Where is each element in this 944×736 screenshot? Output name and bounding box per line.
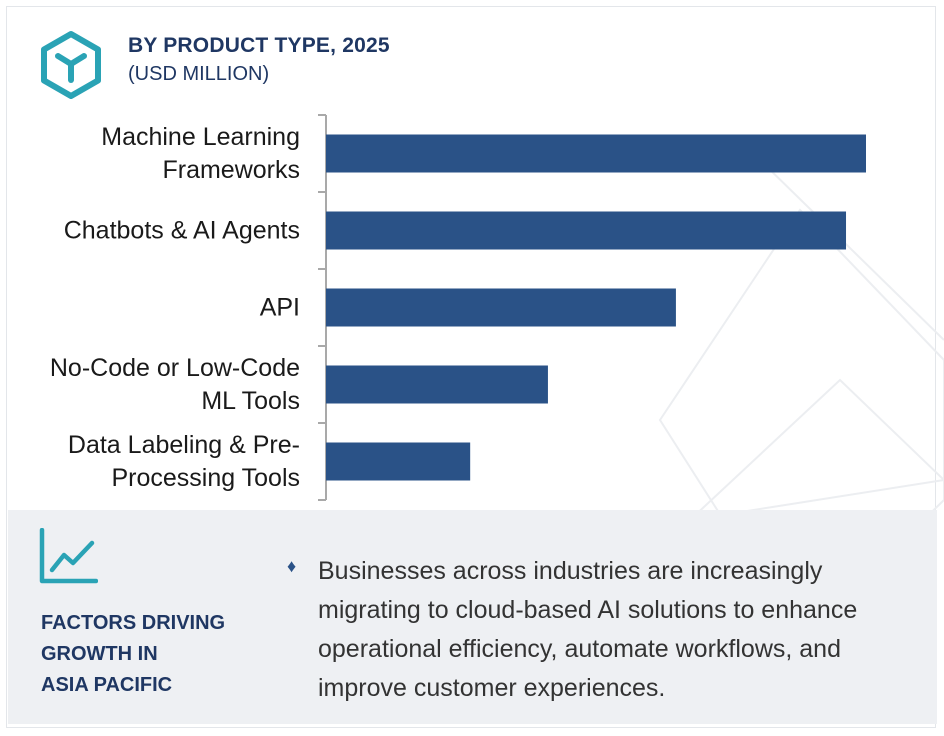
category-label: Processing Tools [111,464,300,492]
bar-chart: Machine Learning Frameworks Chatbots & AI … [50,114,866,501]
category-label: No-Code or Low-Code [50,354,300,382]
category-label: Frameworks [162,156,300,184]
line-chart-growth-icon [38,527,99,586]
bar [326,442,471,481]
category-label: Chatbots & AI Agents [64,217,300,245]
bar [326,365,548,404]
factor-text: Businesses across industries are increas… [318,557,858,702]
chart-title: BY PRODUCT TYPE, 2025 [128,34,390,57]
factors-title-line: FACTORS DRIVING [41,612,226,634]
factors-title-line: GROWTH IN [41,643,158,665]
factors-title-line: ASIA PACIFIC [41,674,173,696]
chart-subtitle: (USD MILLION) [128,63,270,85]
card-frame [6,6,936,728]
diamond-bullet-icon: ♦ [287,556,297,576]
factors-title: FACTORS DRIVING GROWTH IN ASIA PACIFIC [41,608,271,701]
category-label: Data Labeling & Pre- [68,431,300,459]
cube-logo-icon [38,30,104,100]
bar [326,288,676,327]
bar [326,134,866,173]
category-label: Machine Learning [101,123,300,151]
category-label: ML Tools [201,387,300,415]
bar [326,211,847,250]
factors-panel: FACTORS DRIVING GROWTH IN ASIA PACIFIC ♦… [8,510,937,724]
category-label: API [260,294,300,322]
